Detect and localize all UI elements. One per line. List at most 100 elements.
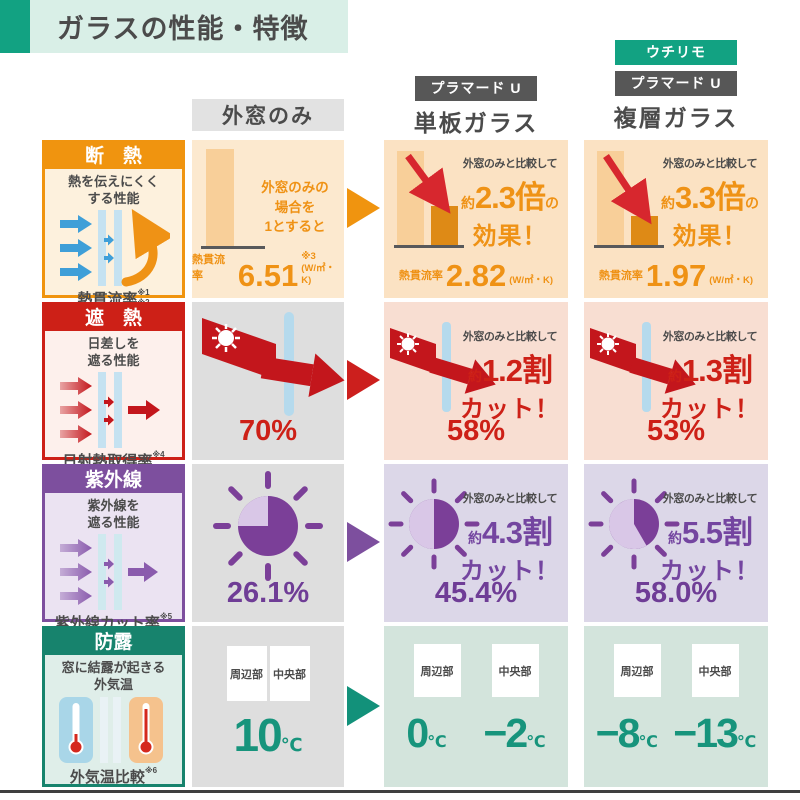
cut-label: カット！ <box>660 396 760 423</box>
deg-unit: ℃ <box>526 734 546 751</box>
dew-metric: 外気温比較 ※6 <box>70 766 157 792</box>
ref-unit: (W/㎡・K) <box>709 275 753 287</box>
heatshield-single-cell: 外窓のみと比較して 約1.2割 カット！ 58% <box>384 302 568 460</box>
plamard-u-badge: プラマード U <box>415 76 537 101</box>
approx: 約 <box>460 195 475 211</box>
thermometers-icon <box>58 696 163 763</box>
center-label: 中央部 <box>269 646 310 701</box>
dew-icon-wrap <box>45 694 182 766</box>
u-value-line: 熱貫流率 6.51 ※3 (W/㎡・K) <box>192 251 344 290</box>
improvement-callout: 外窓のみと比較して 約1.2割 カット！ <box>454 328 566 424</box>
cut-label: カット！ <box>460 558 560 585</box>
temp-value: 10 <box>233 709 283 761</box>
uv-icon-wrap <box>45 532 182 612</box>
page-title: ガラスの性能・特徴 <box>57 14 309 44</box>
u-value: 2.82 <box>445 257 507 293</box>
arrow-right-icon <box>347 686 380 726</box>
compare-note: 外窓のみと比較して <box>662 331 758 343</box>
effect-label: 効果！ <box>472 223 548 250</box>
temperatures: −8℃ −13℃ <box>584 710 768 757</box>
metric-label: 熱貫流率 <box>398 270 443 282</box>
uv-label-body: 紫外線を 遮る性能 紫外線カット率 ※5 <box>42 493 185 632</box>
column-header-double-glass: ウチリモ プラマード U 複層ガラス <box>584 40 768 133</box>
arrow-right-icon <box>347 522 380 562</box>
position-labels: 周辺部 中央部 <box>584 644 768 697</box>
desc-line: 遮る性能 <box>87 352 140 368</box>
approx: 約 <box>467 530 482 546</box>
baseline <box>594 245 664 248</box>
uv-title: 紫外線 <box>42 464 185 493</box>
ref-mark: ※3 <box>301 251 316 263</box>
uv-cut-value: 45.4% <box>434 577 518 609</box>
desc-line: 熱を伝えにくく <box>68 174 159 189</box>
insulation-desc: 熱を伝えにくく する性能 <box>68 174 159 208</box>
insulation-mini-chart <box>594 150 676 250</box>
desc-line: 紫外線を <box>87 498 140 513</box>
uv-cut-value: 26.1% <box>226 577 310 609</box>
arrow-right-icon <box>347 360 380 400</box>
uv-double-cell: 外窓のみと比較して 約5.5割 カット！ 58.0% <box>584 464 768 622</box>
edge-label: 周辺部 <box>413 644 461 697</box>
metric-label: 外気温比較 <box>69 768 145 786</box>
cut-label: カット！ <box>460 396 560 423</box>
compare-note: 外窓のみと比較して <box>662 158 758 170</box>
uv-desc: 紫外線を 遮る性能 <box>87 498 139 532</box>
suffix: の <box>545 195 560 211</box>
ref-unit: (W/㎡・K) <box>509 275 553 287</box>
sun-beam-icon <box>202 312 345 416</box>
ratio-value: 2.3倍 <box>474 180 546 215</box>
ratio-line: 約3.3倍の <box>654 172 766 217</box>
center-label: 中央部 <box>491 644 539 697</box>
position-labels: 周辺部 中央部 <box>384 644 568 697</box>
row-uv-label: 紫外線 紫外線を 遮る性能 紫外線カッ <box>42 464 185 632</box>
insulation-base-cell: 外窓のみの 場合を 1とすると 熱貫流率 6.51 ※3 (W/㎡・K) <box>192 140 344 298</box>
metric-refs: ※5 <box>160 612 172 622</box>
temp-value: −2 <box>483 710 528 756</box>
sun-pie-icon <box>588 478 680 570</box>
improvement-callout: 外窓のみと比較して 約1.3割 カット！ <box>654 328 766 424</box>
insulation-double-cell: 外窓のみと比較して 約3.3倍の 効果！ 熱貫流率 1.97 (W/㎡・K) <box>584 140 768 298</box>
ratio-value: 1.2割 <box>481 353 553 388</box>
column-header-outer-only: 外窓のみ <box>192 99 344 131</box>
uv-cut-value: 58.0% <box>634 577 718 609</box>
ratio-line: 約1.2割 <box>454 345 566 390</box>
ratio-value: 1.3割 <box>681 353 753 388</box>
ratio-line: 約4.3割 <box>454 507 566 552</box>
heatshield-desc: 日差しを 遮る性能 <box>87 336 139 370</box>
center-temp: −2℃ <box>483 710 545 757</box>
ratio-value: 3.3倍 <box>674 180 746 215</box>
decrease-arrow-icon <box>603 154 652 225</box>
dew-title: 防露 <box>42 626 185 655</box>
heatshield-base-cell: 70% <box>192 302 345 460</box>
suffix: の <box>745 195 760 211</box>
temperatures: 0 ℃ −2℃ <box>384 710 568 757</box>
improvement-callout: 外窓のみと比較して 約5.5割 カット！ <box>654 490 766 586</box>
uv-icon <box>59 533 158 610</box>
compare-note: 外窓のみと比較して <box>462 331 558 343</box>
insulation-title: 断 熱 <box>42 140 185 169</box>
heatshield-icon <box>59 371 160 448</box>
title-bar: ガラスの性能・特徴 <box>30 0 348 53</box>
u-value-line: 熱貫流率 2.82 (W/㎡・K) <box>384 257 568 293</box>
ratio-value: 4.3割 <box>481 515 553 550</box>
base-note: 外窓のみの 場合を 1とすると <box>248 178 342 237</box>
ratio-line: 約2.3倍の <box>454 172 566 217</box>
row-heatshield-label: 遮 熱 日差しを 遮る性能 日射熱取得 <box>42 302 185 470</box>
temperature: 10℃ <box>192 708 344 762</box>
improvement-callout: 外窓のみと比較して 約2.3倍の 効果！ <box>454 155 566 251</box>
u-value: 1.97 <box>645 257 707 293</box>
edge-label: 周辺部 <box>226 646 267 701</box>
edge-temp: −8℃ <box>596 710 658 757</box>
approx: 約 <box>667 368 682 384</box>
temp-value: 0 <box>406 710 429 756</box>
baseline <box>201 246 265 249</box>
insulation-icon <box>59 208 170 287</box>
desc-line: する性能 <box>87 190 140 206</box>
dew-label-body: 窓に結露が起きる 外気温 <box>42 655 185 787</box>
sun-pie-icon <box>388 478 480 570</box>
deg-unit: ℃ <box>280 735 303 755</box>
ref-mark: ※1 <box>137 287 150 297</box>
desc-line: 遮る性能 <box>87 514 140 530</box>
desc-line: 外気温 <box>93 676 133 692</box>
insulation-single-cell: 外窓のみと比較して 約2.3倍の 効果！ 熱貫流率 2.82 (W/㎡・K) <box>384 140 568 298</box>
